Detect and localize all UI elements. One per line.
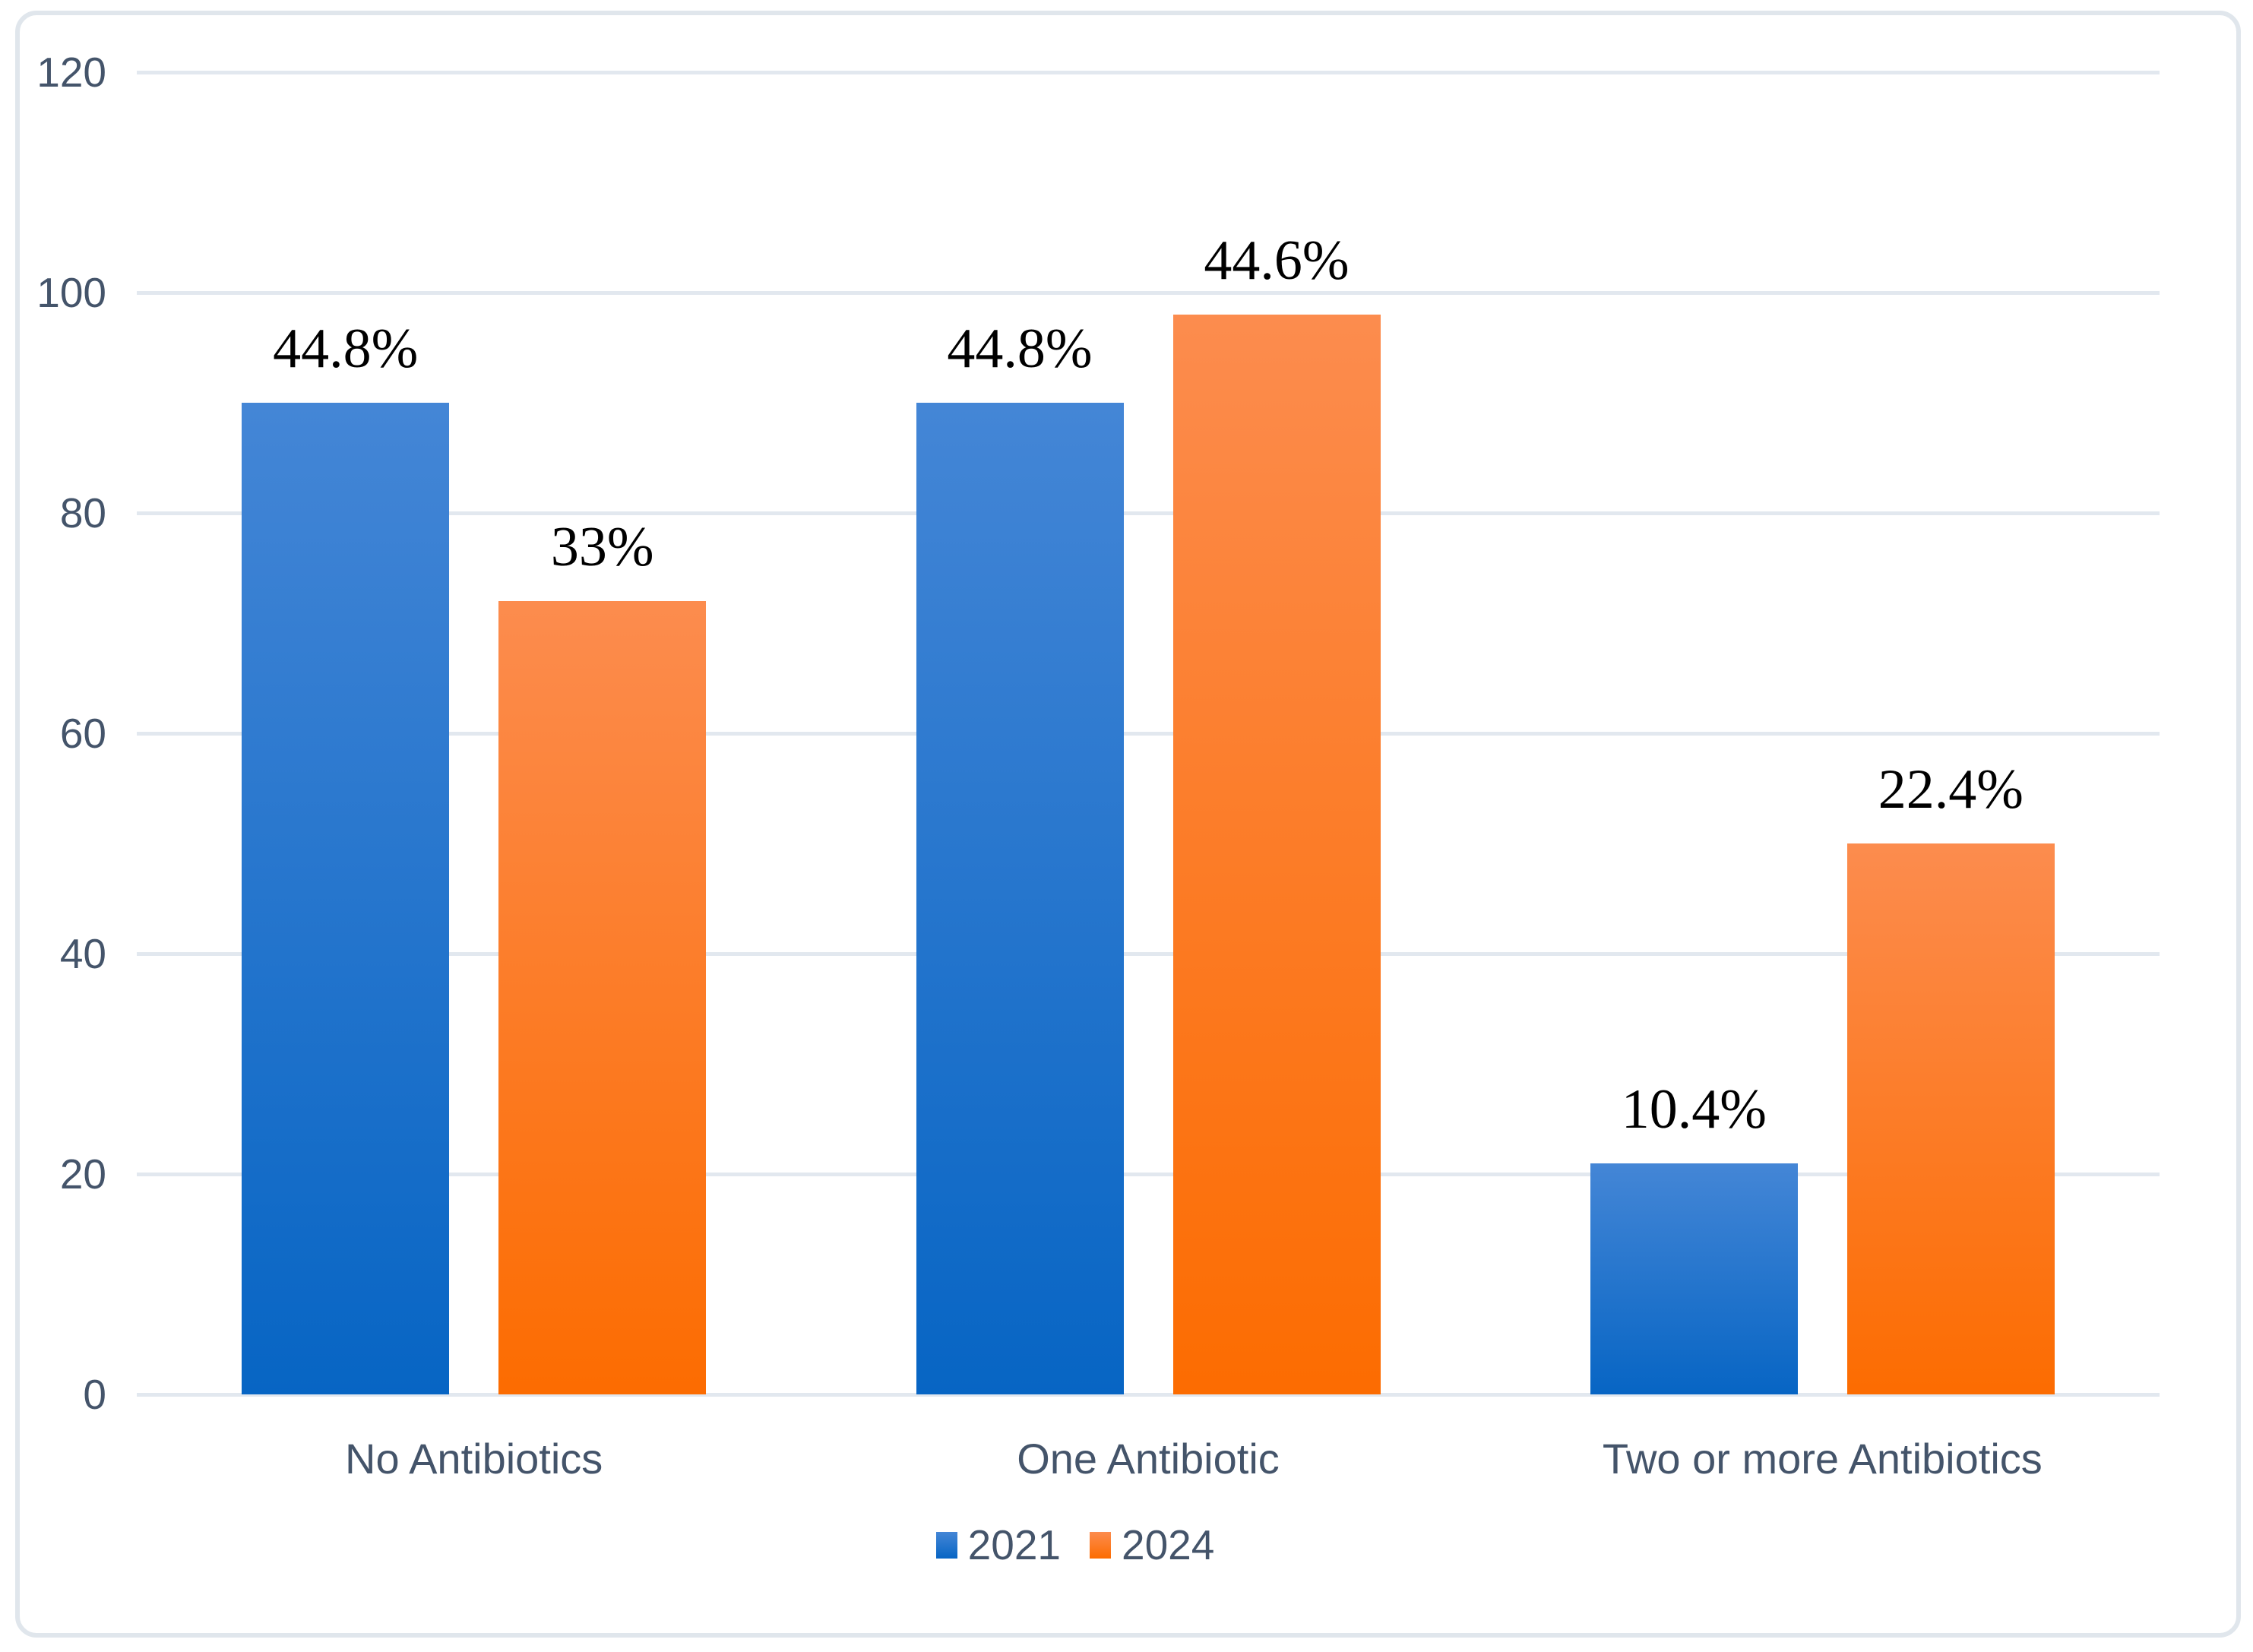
data-label-2024-one-antibiotic: 44.6% <box>1204 229 1350 292</box>
bar-2021-no-antibiotics <box>242 403 450 1394</box>
legend: 2021 2024 <box>0 1524 2150 1566</box>
legend-item-2021: 2021 <box>935 1521 1061 1568</box>
bar-2024-no-antibiotics <box>498 601 707 1394</box>
gridline-0 <box>137 1393 2160 1397</box>
data-label-2024-two-or-more-antibiotics: 22.4% <box>1878 758 2024 821</box>
y-tick-label-0: 0 <box>83 1371 106 1418</box>
legend-label-2021: 2021 <box>967 1521 1061 1568</box>
category-label-one-antibiotic: One Antibiotic <box>1017 1435 1280 1483</box>
gridline-80 <box>137 511 2160 515</box>
legend-item-2024: 2024 <box>1090 1524 1214 1566</box>
data-label-2021-no-antibiotics: 44.8% <box>273 318 419 380</box>
gridline-60 <box>137 732 2160 736</box>
bar-2021-two-or-more-antibiotics <box>1590 1163 1798 1394</box>
category-label-no-antibiotics: No Antibiotics <box>345 1435 603 1483</box>
data-label-2024-no-antibiotics: 33% <box>550 516 654 578</box>
y-tick-label-100: 100 <box>36 269 106 316</box>
gridline-20 <box>137 1173 2160 1176</box>
data-label-2021-one-antibiotic: 44.8% <box>947 318 1093 380</box>
gridline-40 <box>137 952 2160 956</box>
legend-swatch-2021 <box>935 1532 957 1559</box>
y-tick-label-20: 20 <box>59 1150 106 1198</box>
bar-2024-two-or-more-antibiotics <box>1846 843 2055 1394</box>
y-tick-label-60: 60 <box>59 710 106 757</box>
legend-label-2024: 2024 <box>1122 1521 1215 1568</box>
category-label-two-or-more-antibiotics: Two or more Antibiotics <box>1602 1435 2043 1483</box>
bar-2021-one-antibiotic <box>916 403 1124 1394</box>
gridline-100 <box>137 291 2160 295</box>
gridline-120 <box>137 71 2160 74</box>
y-tick-label-120: 120 <box>36 49 106 96</box>
legend-swatch-2024 <box>1090 1532 1111 1559</box>
chart-outer-border <box>15 11 2241 1638</box>
y-tick-label-80: 80 <box>59 489 106 536</box>
data-label-2021-two-or-more-antibiotics: 10.4% <box>1621 1078 1767 1141</box>
y-tick-label-40: 40 <box>59 930 106 977</box>
bar-2024-one-antibiotic <box>1172 315 1381 1394</box>
